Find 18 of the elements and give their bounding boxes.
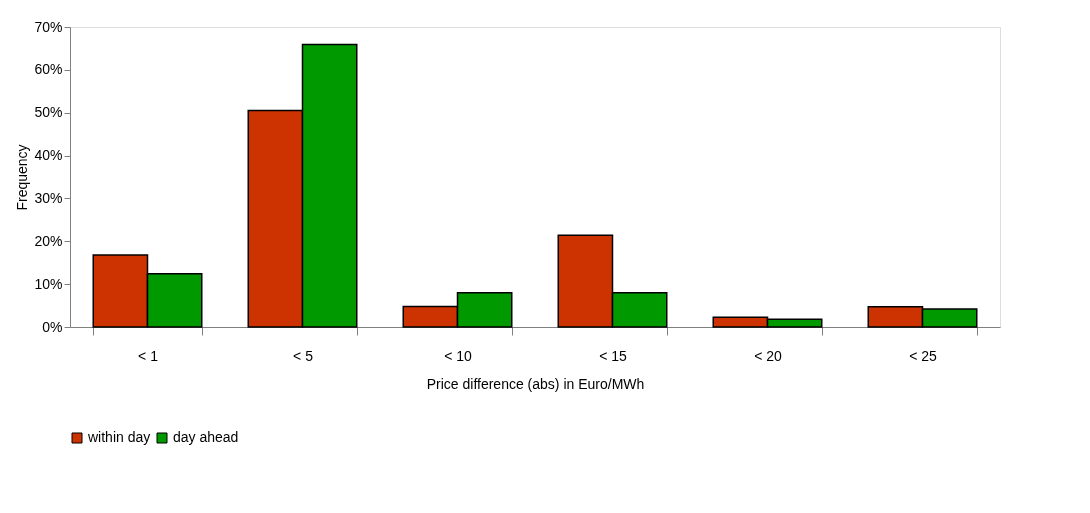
y-tick-label: 0% [42,318,63,335]
y-tick-label: 10% [34,275,63,292]
x-tick-label: < 25 [909,347,938,364]
y-axis-title: Frequency [14,144,31,211]
x-tick-label: < 15 [599,347,628,364]
legend-label: day ahead [173,429,239,445]
x-tick-label: < 1 [138,347,159,364]
y-tick-label: 40% [34,147,63,164]
y-tick-label: 60% [34,61,63,78]
y-tick-label: 30% [34,189,63,206]
x-tick-label: < 10 [444,347,473,364]
x-tick-label: < 20 [754,347,783,364]
y-tick-label: 70% [34,18,63,35]
legend-label: within day [87,429,151,445]
y-tick-label: 20% [34,232,63,249]
x-axis-title: Price difference (abs) in Euro/MWh [426,375,645,392]
x-tick-label: < 5 [293,347,314,364]
y-tick-label: 50% [34,104,63,121]
